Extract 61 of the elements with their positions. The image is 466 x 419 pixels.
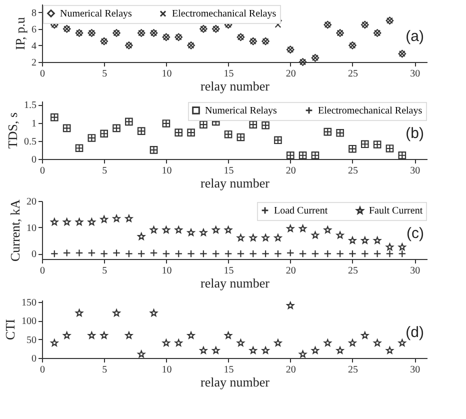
x-tick-label: 25 — [348, 364, 358, 376]
x-tick-label: 30 — [410, 68, 420, 80]
x-tick-label: 10 — [162, 166, 172, 176]
x-tick-label: 5 — [102, 364, 108, 376]
x-tick-label: 25 — [348, 68, 358, 80]
x-tick-label: 0 — [40, 166, 45, 176]
annotation: (a) — [406, 28, 424, 45]
legend-label: Numerical Relays — [60, 8, 132, 20]
annotation: (c) — [406, 224, 424, 242]
x-tick-label: 15 — [224, 266, 234, 276]
x-tick-label: 5 — [102, 68, 108, 80]
x-axis-title: relay number — [200, 276, 270, 290]
x-tick-label: 30 — [410, 364, 420, 376]
y-tick-label: 0.5 — [24, 136, 36, 148]
y-tick-label: 4 — [32, 40, 36, 52]
x-axis-title: relay number — [200, 78, 270, 94]
y-tick-label: 0 — [32, 354, 36, 364]
x-tick-label: 20 — [286, 364, 296, 376]
y-axis-title: Current, kA — [8, 198, 22, 262]
x-tick-label: 20 — [286, 266, 296, 276]
y-axis-title: TDS, s — [5, 112, 20, 149]
y-tick-label: 0 — [32, 154, 36, 166]
y-axis-title: IP, p.u — [12, 16, 28, 50]
x-axis-title: relay number — [200, 374, 270, 390]
annotation: (b) — [406, 124, 424, 142]
y-tick-label: 1 — [32, 118, 36, 130]
legend-label: Numerical Relays — [205, 105, 278, 116]
y-tick-label: 8 — [32, 8, 36, 19]
x-tick-label: 10 — [162, 68, 172, 80]
y-tick-label: 0 — [32, 249, 36, 260]
x-tick-label: 20 — [286, 166, 296, 176]
x-tick-label: 25 — [348, 266, 358, 276]
y-tick-label: 150 — [22, 297, 36, 308]
y-axis-title: CTI — [2, 319, 18, 340]
x-tick-label: 10 — [162, 364, 172, 376]
x-tick-label: 0 — [40, 68, 45, 80]
y-tick-label: 20 — [26, 196, 36, 208]
x-tick-label: 25 — [348, 166, 358, 176]
x-tick-label: 0 — [40, 266, 45, 276]
x-tick-label: 30 — [410, 166, 420, 176]
y-tick-label: 6 — [32, 24, 36, 36]
legend-label: Fault Current — [369, 206, 423, 217]
x-tick-label: 5 — [102, 166, 108, 176]
x-axis-title: relay number — [200, 176, 270, 190]
x-tick-label: 15 — [224, 364, 234, 376]
x-tick-label: 10 — [162, 266, 172, 276]
annotation: (d) — [406, 324, 424, 341]
x-tick-label: 15 — [224, 68, 234, 80]
y-tick-label: 50 — [26, 334, 36, 346]
x-tick-label: 5 — [102, 266, 108, 276]
x-tick-label: 15 — [224, 166, 234, 176]
y-tick-label: 1.5 — [24, 100, 36, 112]
y-tick-label: 10 — [26, 222, 36, 234]
x-tick-label: 30 — [410, 266, 420, 276]
y-tick-label: 100 — [22, 316, 36, 328]
y-tick-label: 2 — [32, 58, 36, 68]
legend-label: Electromechanical Relays — [318, 105, 422, 116]
legend-label: Electromechanical Relays — [172, 8, 276, 20]
x-tick-label: 20 — [286, 68, 296, 80]
x-tick-label: 0 — [40, 364, 45, 376]
legend-label: Load Current — [274, 205, 328, 216]
